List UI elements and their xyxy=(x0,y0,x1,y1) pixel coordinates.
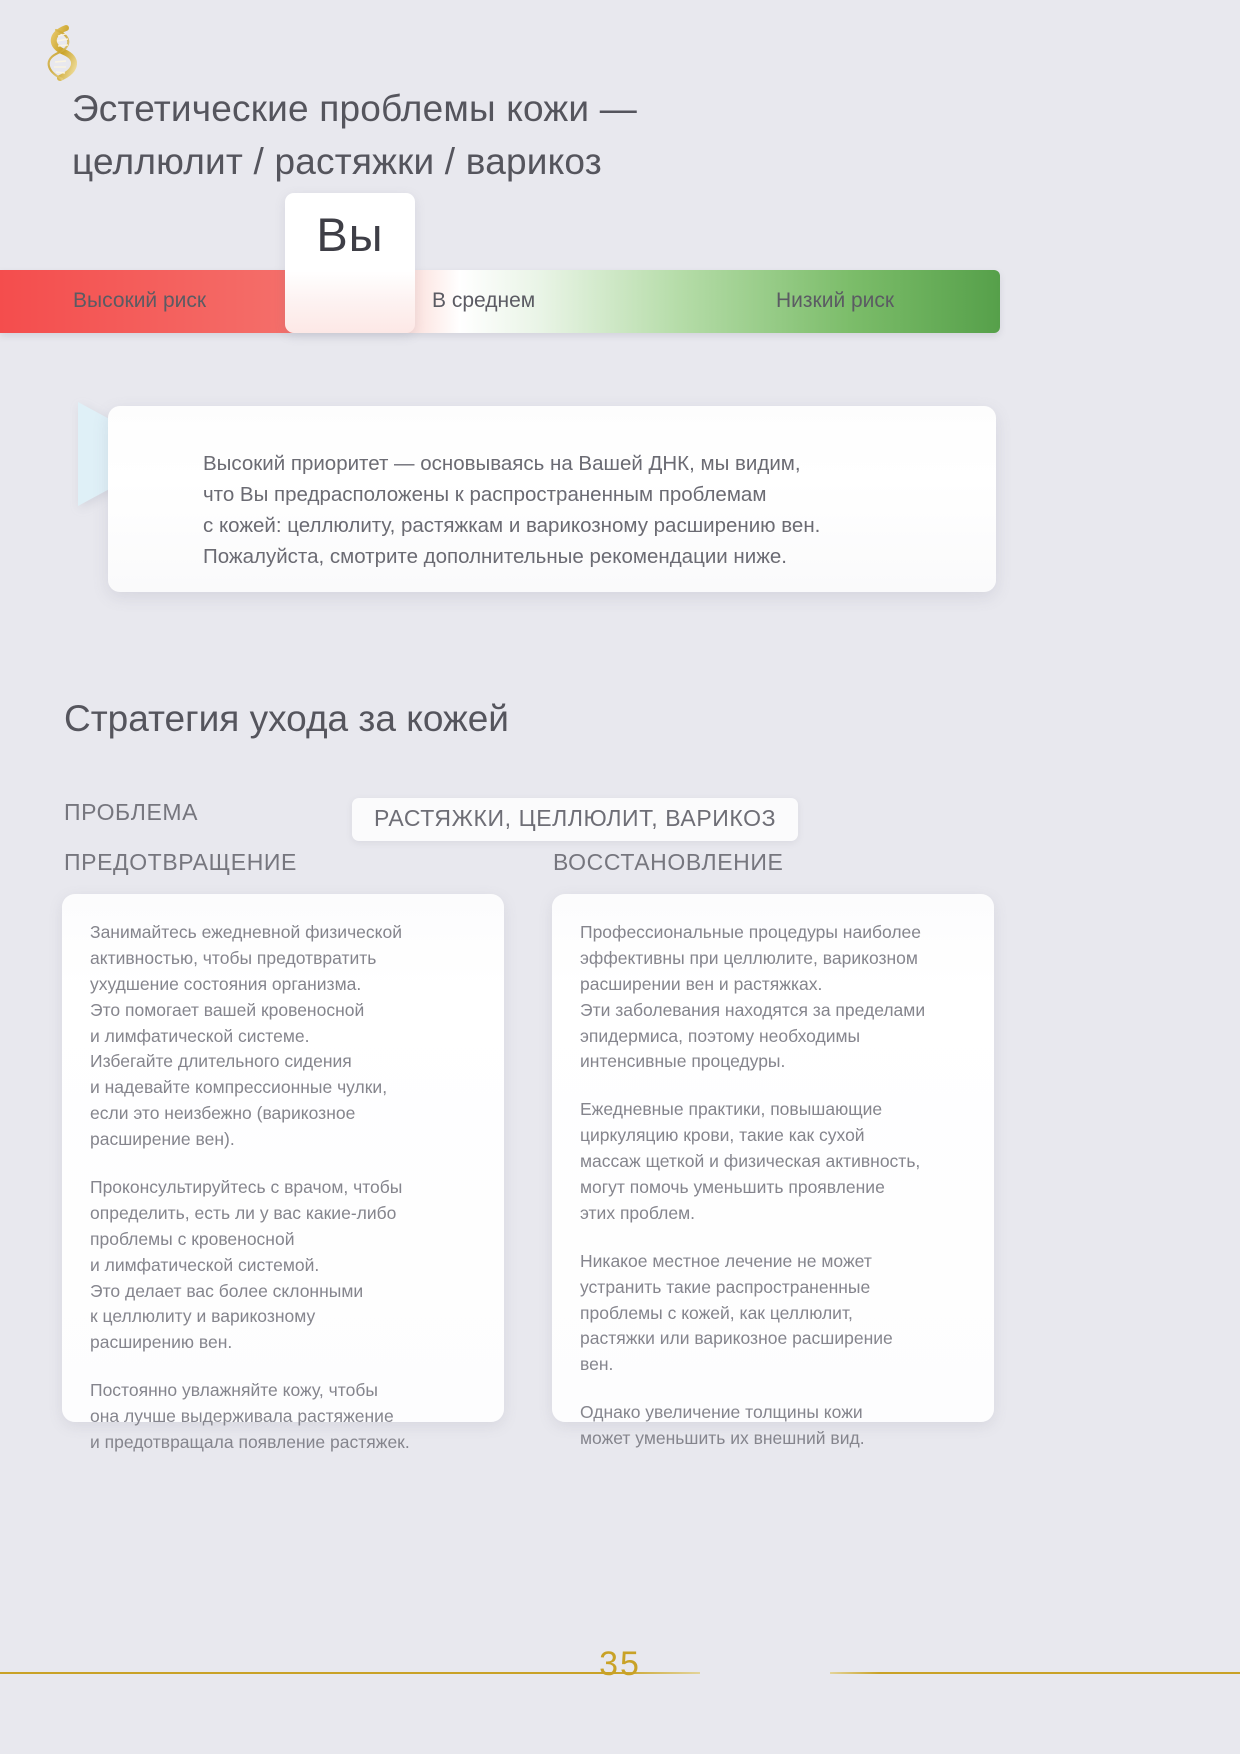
prevention-paragraph-3: Постоянно увлажняйте кожу, чтобы она лучш… xyxy=(90,1378,476,1456)
risk-label-low: Низкий риск xyxy=(776,289,895,312)
restoration-card: Профессиональные процедуры наиболее эффек… xyxy=(552,894,994,1448)
text-line-3: ухудшение состояния организма. xyxy=(90,973,362,994)
text-line-3: проблемы с кожей, как целлюлит, xyxy=(580,1302,853,1323)
risk-label-medium: В среднем xyxy=(432,289,536,312)
page-title-line2: целлюлит / растяжки / варикоз xyxy=(72,140,602,182)
risk-marker-label: Вы xyxy=(316,208,384,261)
text-line-5: Это делает вас более склонными xyxy=(90,1280,364,1301)
text-line-9: расширение вен). xyxy=(90,1129,235,1150)
text-line-1: Проконсультируйтесь с врачом, чтобы xyxy=(90,1177,403,1198)
text-line-2: она лучше выдерживала растяжение xyxy=(90,1406,394,1427)
dna-helix-icon xyxy=(38,22,84,84)
risk-gradient-bar xyxy=(0,270,1000,333)
section-title-strategy: Стратегия ухода за кожей xyxy=(64,698,509,739)
callout-line-2: что Вы предрасположены к распространенны… xyxy=(203,483,767,507)
priority-callout-text: Высокий приоритет — основываясь на Вашей… xyxy=(203,448,973,573)
restoration-paragraph-4: Однако увеличение толщины кожи может умен… xyxy=(580,1400,966,1452)
text-line-1: Занимайтесь ежедневной физической xyxy=(90,922,403,942)
text-line-5: и лимфатической системе. xyxy=(90,1025,310,1046)
text-line-7: и надевайте компрессионные чулки, xyxy=(90,1077,388,1098)
text-line-4: Эти заболевания находятся за пределами xyxy=(580,999,926,1020)
text-line-6: интенсивные процедуры. xyxy=(580,1051,786,1072)
text-line-3: расширении вен и растяжках. xyxy=(580,973,823,994)
text-line-4: и лимфатической системой. xyxy=(90,1254,320,1275)
footer-rule-left xyxy=(0,1672,700,1674)
text-line-4: могут помочь уменьшить проявление xyxy=(580,1177,885,1198)
prevention-card: Занимайтесь ежедневной физической активно… xyxy=(62,894,504,1452)
risk-scale: Высокий риск В среднем Низкий риск xyxy=(0,270,1240,333)
text-line-2: устранить такие распространенные xyxy=(580,1276,871,1297)
priority-callout: Высокий приоритет — основываясь на Вашей… xyxy=(108,406,996,592)
text-line-2: может уменьшить их внешний вид. xyxy=(580,1428,865,1449)
label-prevention: ПРЕДОТВРАЩЕНИЕ xyxy=(64,849,297,875)
text-line-5: эпидермиса, поэтому необходимы xyxy=(580,1025,861,1046)
restoration-paragraph-2: Ежедневные практики, повышающие циркуляци… xyxy=(580,1097,966,1226)
text-line-1: Ежедневные практики, повышающие xyxy=(580,1099,883,1120)
text-line-3: и предотвращала появление растяжек. xyxy=(90,1432,410,1453)
text-line-7: расширению вен. xyxy=(90,1332,233,1353)
restoration-card-body: Профессиональные процедуры наиболее эффек… xyxy=(580,920,966,1474)
problem-value-badge: РАСТЯЖКИ, ЦЕЛЛЮЛИТ, ВАРИКОЗ xyxy=(352,798,799,841)
label-restoration: ВОССТАНОВЛЕНИЕ xyxy=(553,849,784,875)
page-number: 35 xyxy=(599,1645,641,1683)
prevention-paragraph-1: Занимайтесь ежедневной физической активно… xyxy=(90,920,476,1153)
text-line-1: Никакое местное лечение не может xyxy=(580,1250,872,1271)
text-line-5: этих проблем. xyxy=(580,1202,695,1223)
text-line-4: растяжки или варикозное расширение xyxy=(580,1328,893,1349)
text-line-2: активностью, чтобы предотвратить xyxy=(90,947,377,968)
prevention-paragraph-2: Проконсультируйтесь с врачом, чтобы опред… xyxy=(90,1175,476,1356)
callout-line-4: Пожалуйста, смотрите дополнительные реко… xyxy=(203,545,787,569)
text-line-1: Постоянно увлажняйте кожу, чтобы xyxy=(90,1380,378,1401)
text-line-2: циркуляцию крови, такие как сухой xyxy=(580,1125,865,1146)
text-line-6: к целлюлиту и варикозному xyxy=(90,1306,316,1327)
text-line-3: массаж щеткой и физическая активность, xyxy=(580,1151,921,1172)
text-line-1: Однако увеличение толщины кожи xyxy=(580,1402,863,1423)
footer-rule-right xyxy=(830,1672,1240,1674)
page-title: Эстетические проблемы кожи — целлюлит / … xyxy=(72,83,1072,188)
text-line-8: если это неизбежно (варикозное xyxy=(90,1103,356,1124)
text-line-2: эффективны при целлюлите, варикозном xyxy=(580,947,918,968)
text-line-1: Профессиональные процедуры наиболее xyxy=(580,922,922,942)
page-title-line1: Эстетические проблемы кожи — xyxy=(72,88,637,129)
label-problem: ПРОБЛЕМА xyxy=(64,799,199,825)
text-line-3: проблемы с кровеносной xyxy=(90,1228,295,1249)
callout-line-1: Высокий приоритет — основываясь на Вашей… xyxy=(203,452,801,475)
text-line-4: Это помогает вашей кровеносной xyxy=(90,999,365,1020)
risk-label-high: Высокий риск xyxy=(73,289,207,312)
restoration-paragraph-3: Никакое местное лечение не может устранит… xyxy=(580,1249,966,1378)
text-line-5: вен. xyxy=(580,1354,614,1375)
prevention-card-body: Занимайтесь ежедневной физической активно… xyxy=(90,920,476,1478)
text-line-2: определить, есть ли у вас какие-либо xyxy=(90,1202,397,1223)
restoration-paragraph-1: Профессиональные процедуры наиболее эффек… xyxy=(580,920,966,1075)
risk-marker-you: Вы xyxy=(285,193,415,333)
callout-line-3: с кожей: целлюлиту, растяжкам и варикозн… xyxy=(203,514,821,538)
text-line-6: Избегайте длительного сидения xyxy=(90,1051,352,1072)
